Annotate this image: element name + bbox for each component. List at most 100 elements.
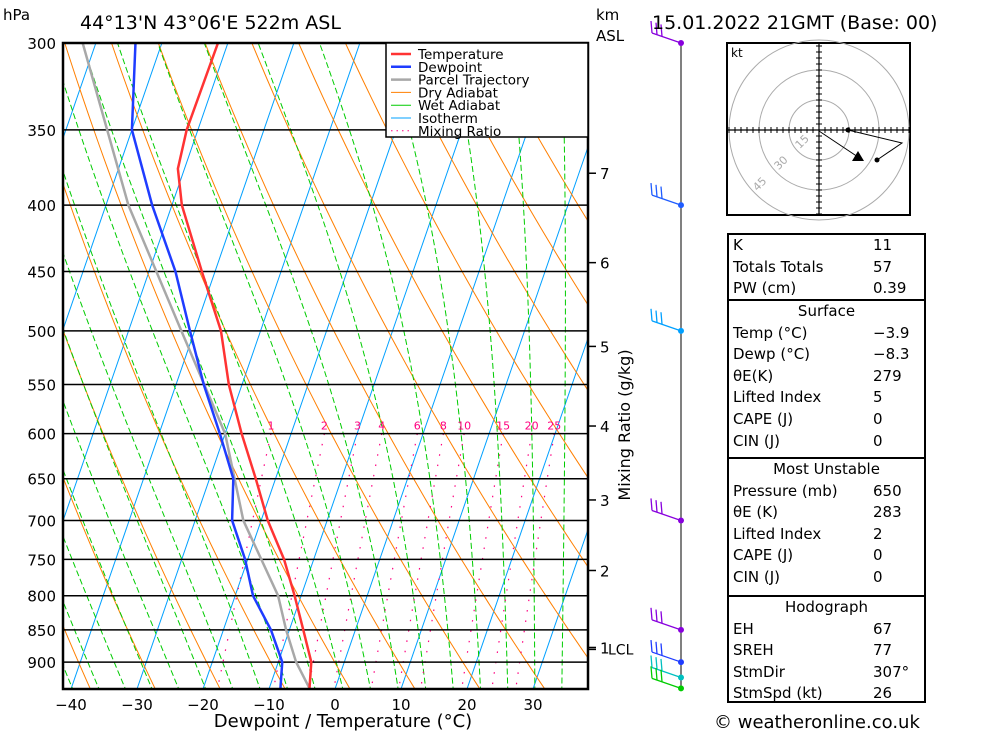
row-value: 283 (873, 503, 902, 522)
table-row: CAPE (J) 0 (729, 545, 924, 567)
pressure-tick-label: 300 (27, 35, 56, 53)
wind-barb-flag (655, 668, 658, 681)
table-row: Dewp (°C) −8.3 (729, 344, 924, 366)
wind-level-dot (678, 626, 684, 633)
pressure-tick-label: 400 (27, 197, 56, 215)
pressure-tick-label: 700 (27, 512, 56, 530)
wind-barb (650, 640, 684, 666)
wind-level-dot (678, 327, 684, 334)
row-value: 77 (873, 641, 893, 660)
hodograph-unit-label: kt (731, 46, 743, 60)
table-row: CIN (J) 0 (729, 431, 924, 453)
wind-barb-flag (655, 641, 658, 654)
table-row: PW (cm) 0.39 (729, 278, 924, 300)
wind-barb-flag (660, 501, 663, 514)
table-row: Temp (°C) −3.9 (729, 323, 924, 345)
row-label: Lifted Index (733, 524, 822, 543)
wind-barb-flag (660, 186, 663, 199)
wet-adiabat-line (63, 79, 289, 689)
isotherm-line (400, 145, 588, 689)
row-value: 0 (873, 409, 883, 428)
table-row: Lifted Index 5 (729, 387, 924, 409)
pressure-tick-label: 900 (27, 654, 56, 672)
wind-barb-flag (660, 643, 663, 656)
isotherm-line (532, 528, 588, 689)
dry-adiabat-line (63, 328, 221, 689)
row-value: 26 (873, 684, 893, 703)
row-label: CIN (J) (733, 567, 781, 586)
mixing-ratio-label: 25 (547, 420, 561, 433)
row-value: 0 (873, 431, 883, 450)
surface-table: Surface Temp (°C) −3.9 Dewp (°C) −8.3 θE(K… (727, 299, 926, 459)
isotherm-line (70, 43, 295, 689)
mixing-ratio-line (333, 433, 383, 689)
temperature-tick-label: 0 (330, 696, 340, 714)
x-axis-label: Dewpoint / Temperature (°C) (214, 711, 472, 732)
wind-level-dot (678, 674, 684, 681)
row-value: 57 (873, 257, 893, 276)
dry-adiabat-line (64, 43, 351, 689)
dry-adiabat-line (0, 24, 27, 693)
pressure-tick-label: 750 (27, 551, 56, 569)
wind-barb-flag (655, 310, 658, 323)
wind-barb (650, 20, 684, 46)
km-tick-label: 3 (600, 492, 610, 510)
wet-adiabat-line (63, 600, 100, 689)
mixing-ratio-line (272, 433, 325, 689)
hodograph-trace (847, 129, 904, 161)
table-row: EH 67 (729, 619, 924, 641)
mixing-ratio-label: 15 (496, 420, 510, 433)
legend-label-isotherm: Isotherm (418, 111, 478, 127)
wind-barb-flag (660, 658, 663, 671)
row-label: Totals Totals (733, 257, 824, 276)
row-value: −3.9 (873, 323, 910, 342)
km-tick-label: 6 (600, 255, 610, 273)
row-label: PW (cm) (733, 279, 797, 298)
mixing-ratio-label: 1 (267, 420, 274, 433)
table-row: θE (K) 283 (729, 502, 924, 524)
mixing-ratio-label: 6 (414, 420, 421, 433)
temperature-tick-label: 30 (523, 696, 542, 714)
mixing-ratio-line (515, 433, 555, 689)
wind-barb-flag (650, 308, 653, 321)
legend-label-parcel-trajectory: Parcel Trajectory (418, 73, 530, 89)
copyright[interactable]: © weatheronline.co.uk (714, 712, 920, 733)
table-row: CAPE (J) 0 (729, 409, 924, 431)
mixing-ratio-line (491, 433, 533, 689)
temperature-tick-label: −20 (187, 696, 219, 714)
asl-label: ASL (596, 27, 625, 45)
pressure-tick-label: 850 (27, 622, 56, 640)
wet-adiabat-line (63, 399, 180, 689)
wind-barb-flag (650, 607, 653, 620)
mixing-ratio-label: 2 (321, 420, 328, 433)
km-tick-label: 7 (600, 165, 610, 183)
table-row: Lifted Index 2 (729, 524, 924, 546)
temperature-tick-label: −10 (253, 696, 285, 714)
wind-barb-flag (650, 655, 653, 668)
wet-adiabat-line (63, 251, 234, 689)
storm-motion-vector (818, 130, 859, 158)
wet-adiabat-line (589, 24, 607, 693)
row-label: θE(K) (733, 366, 774, 385)
wind-barb-flag (650, 640, 653, 653)
wind-level-dot (678, 517, 684, 524)
wind-barb-flag (650, 20, 653, 34)
wind-barb (650, 308, 684, 334)
km-tick-label: 5 (600, 338, 610, 356)
row-value: 650 (873, 481, 902, 500)
row-value: 307° (873, 662, 910, 681)
mixing-ratio-label: 20 (525, 420, 539, 433)
row-label: Dewp (°C) (733, 345, 811, 364)
pressure-unit-label: hPa (3, 6, 30, 24)
isotherm-line (63, 43, 163, 332)
km-label: km (596, 6, 619, 24)
row-label: θE (K) (733, 503, 778, 522)
row-label: CAPE (J) (733, 409, 794, 428)
row-label: K (733, 236, 743, 254)
wet-adiabat-line (116, 43, 344, 689)
pressure-tick-label: 500 (27, 323, 56, 341)
wind-level-dot (678, 202, 684, 209)
wind-barb (650, 666, 684, 692)
